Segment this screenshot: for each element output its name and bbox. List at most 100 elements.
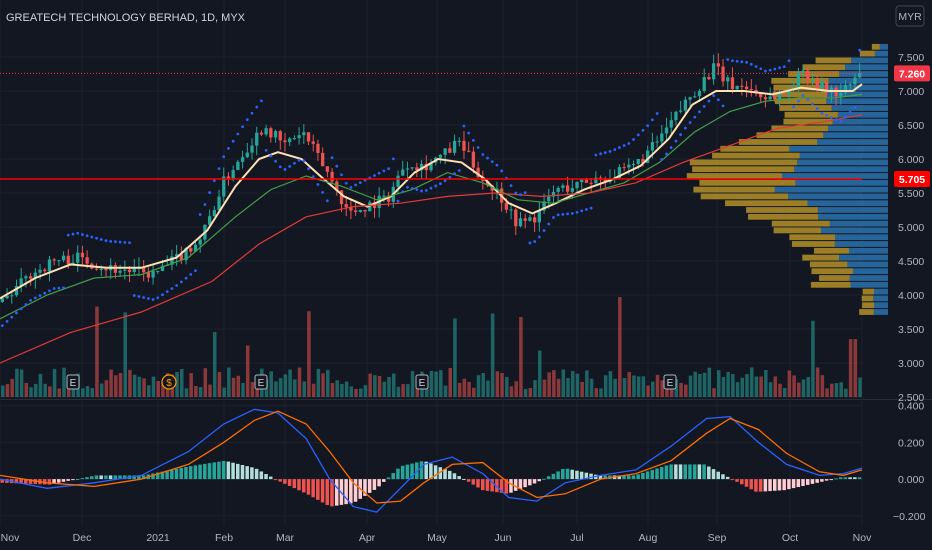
volume-bar xyxy=(396,386,401,397)
psar-dot xyxy=(90,235,94,239)
psar-dot xyxy=(321,190,325,194)
psar-dot xyxy=(156,296,160,300)
psar-dot xyxy=(533,240,537,243)
candle-body xyxy=(415,167,419,171)
psar-dot xyxy=(542,229,546,232)
volume-bar xyxy=(547,372,551,397)
volume-bar xyxy=(33,383,38,397)
macd-histogram-bar xyxy=(203,463,207,480)
dividend-marker-label: $ xyxy=(166,378,172,389)
macd-histogram-bar xyxy=(532,479,537,484)
psar-dot xyxy=(57,286,61,290)
candle-body xyxy=(57,260,61,262)
price-tick-label: 7.000 xyxy=(898,86,924,98)
psar-dot xyxy=(782,65,786,68)
macd-histogram-bar xyxy=(650,469,655,480)
volume-profile-up-bar xyxy=(828,125,888,132)
volume-bar xyxy=(815,367,820,397)
macd-histogram-bar xyxy=(19,479,23,484)
psar-dot xyxy=(486,156,489,160)
candle-body xyxy=(5,295,9,299)
macd-histogram-bar xyxy=(504,479,509,494)
time-tick-label: 2021 xyxy=(146,532,170,544)
price-tick-label: 6.000 xyxy=(898,154,924,166)
macd-histogram-bar xyxy=(641,472,645,480)
moving-average-line xyxy=(0,83,863,300)
candle-body xyxy=(716,63,720,67)
moving-average-line xyxy=(0,114,863,364)
candle-body xyxy=(386,195,391,202)
candle-body xyxy=(198,239,202,245)
volume-bar xyxy=(684,384,688,397)
macd-histogram-bar xyxy=(311,479,315,498)
psar-dot xyxy=(439,182,442,186)
volume-bar xyxy=(764,370,768,397)
macd-histogram-bar xyxy=(372,479,377,490)
volume-profile-up-bar xyxy=(817,207,888,213)
macd-histogram-bar xyxy=(386,477,391,480)
psar-dot xyxy=(203,203,207,206)
volume-profile-down-bar xyxy=(725,200,808,207)
volume-bar xyxy=(707,367,712,397)
macd-histogram-bar xyxy=(297,479,301,491)
psar-dot xyxy=(212,179,216,183)
candle-body xyxy=(222,176,226,197)
psar-dot xyxy=(608,150,612,153)
earnings-marker xyxy=(663,374,677,390)
candle-body xyxy=(693,96,697,98)
volume-bar xyxy=(326,369,330,397)
candle-body xyxy=(264,128,268,135)
macd-histogram-bar xyxy=(344,479,348,505)
psar-dot xyxy=(227,146,230,150)
volume-profile-up-bar xyxy=(850,281,888,288)
macd-histogram-bar xyxy=(443,469,447,480)
volume-profile-up-bar xyxy=(835,234,888,241)
volume-bar xyxy=(787,370,792,397)
volume-bar xyxy=(768,382,773,397)
macd-histogram-bar xyxy=(85,477,89,480)
psar-dot xyxy=(429,186,433,190)
volume-bar xyxy=(382,381,387,397)
candle-body xyxy=(518,218,523,227)
volume-profile-down-bar xyxy=(689,159,798,166)
volume-bar xyxy=(184,388,189,397)
psar-dot xyxy=(132,294,136,297)
volume-bar xyxy=(316,368,321,397)
volume-bar xyxy=(585,370,589,397)
volume-bar xyxy=(566,378,570,397)
volume-profile-down-bar xyxy=(862,302,875,309)
volume-bar xyxy=(109,369,113,397)
candle-body xyxy=(674,111,678,121)
macd-histogram-bar xyxy=(306,479,311,495)
candle-body xyxy=(71,262,75,265)
volume-bar xyxy=(439,370,443,397)
macd-histogram-bar xyxy=(801,479,805,486)
psar-dot xyxy=(344,181,348,185)
macd-histogram-bar xyxy=(349,479,353,504)
macd-histogram-bar xyxy=(193,465,198,480)
volume-profile-down-bar xyxy=(772,91,828,98)
volume-bar xyxy=(52,368,57,397)
candle-body xyxy=(763,97,768,100)
psar-dot xyxy=(476,146,480,149)
candle-body xyxy=(283,140,287,143)
currency-box[interactable] xyxy=(895,5,925,27)
volume-bar xyxy=(250,382,255,397)
time-tick-label: May xyxy=(427,532,448,544)
volume-bar xyxy=(467,381,471,397)
volume-bar xyxy=(754,376,759,397)
macd-histogram-bar xyxy=(80,478,85,480)
macd-histogram-bar xyxy=(141,475,146,480)
psar-dot xyxy=(683,126,687,130)
price-tick-label: 6.500 xyxy=(898,120,924,132)
candle-body xyxy=(636,158,640,164)
volume-profile-up-bar xyxy=(839,71,888,77)
event-markers: E E E E $ xyxy=(66,374,677,390)
volume-bar xyxy=(830,383,834,397)
candle-body xyxy=(730,77,735,90)
macd-histogram-bar xyxy=(160,471,165,480)
psar-dot xyxy=(142,296,146,299)
psar-dot xyxy=(641,128,645,132)
